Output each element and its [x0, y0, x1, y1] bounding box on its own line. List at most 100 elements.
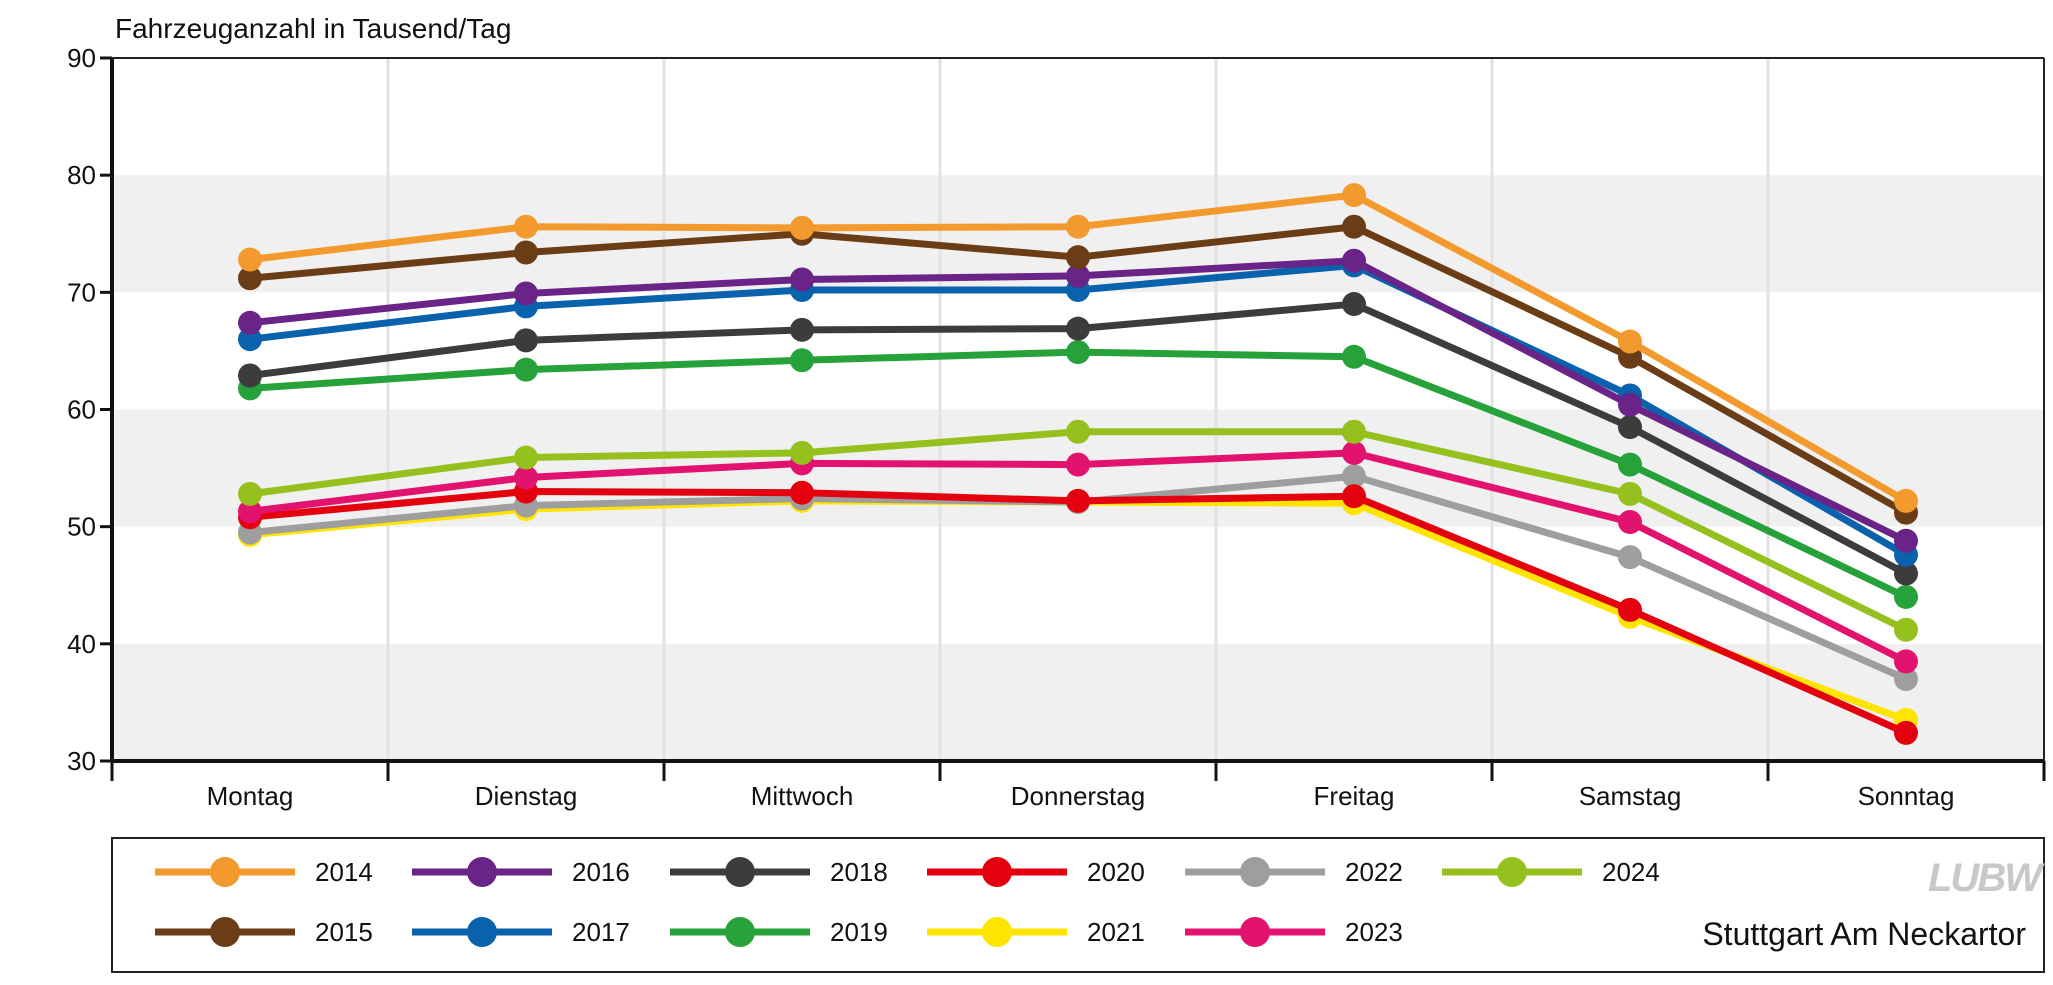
series-2020 — [238, 479, 1918, 745]
data-point-2016 — [790, 267, 814, 292]
legend-swatch-marker — [467, 857, 497, 887]
data-point-2020 — [790, 480, 814, 505]
legend-item-2021: 2021 — [927, 917, 1145, 947]
x-tick-label: Mittwoch — [751, 781, 854, 811]
data-point-2023 — [238, 499, 262, 524]
data-point-2015 — [1066, 245, 1090, 270]
series-2024 — [238, 419, 1918, 642]
data-point-2018 — [1066, 316, 1090, 341]
data-point-2014 — [790, 215, 814, 240]
data-point-2018 — [1342, 292, 1366, 317]
legend-item-2022: 2022 — [1185, 857, 1403, 887]
x-tick-label: Dienstag — [475, 781, 578, 811]
data-point-2024 — [790, 440, 814, 465]
grid-lines — [386, 58, 1770, 761]
legend-swatch-marker — [210, 857, 240, 887]
lubw-logo: LUBW — [1928, 856, 2045, 900]
data-point-2020 — [1894, 720, 1918, 745]
data-point-2022 — [1894, 666, 1918, 691]
legend-item-2017: 2017 — [412, 917, 630, 947]
series-2016 — [238, 248, 1918, 553]
y-tick-label: 60 — [67, 395, 96, 425]
legend: LUBW Stuttgart Am Neckartor 2014 2016 2018… — [111, 837, 2047, 973]
y-tick-label: 30 — [67, 746, 96, 776]
data-point-2018 — [1618, 415, 1642, 440]
data-point-2018 — [238, 363, 262, 388]
legend-label: 2023 — [1345, 917, 1403, 947]
legend-swatch-marker — [1497, 857, 1527, 887]
legend-swatch-marker — [982, 917, 1012, 947]
data-point-2019 — [1342, 344, 1366, 369]
x-tick-label: Freitag — [1314, 781, 1395, 811]
data-point-2016 — [514, 281, 538, 306]
legend-swatch-marker — [982, 857, 1012, 887]
data-point-2022 — [1618, 545, 1642, 570]
legend-label: 2024 — [1602, 857, 1660, 887]
legend-swatch-marker — [210, 917, 240, 947]
data-point-2014 — [1894, 488, 1918, 513]
band-0 — [112, 643, 2044, 761]
y-tick-label: 80 — [67, 160, 96, 190]
data-point-2018 — [1894, 561, 1918, 586]
legend-label: 2018 — [830, 857, 888, 887]
legend-label: 2015 — [315, 917, 373, 947]
x-tick-label: Donnerstag — [1011, 781, 1145, 811]
x-tick-label: Samstag — [1579, 781, 1682, 811]
band-5 — [112, 58, 2044, 176]
legend-swatch-marker — [725, 917, 755, 947]
legend-swatch-marker — [467, 917, 497, 947]
data-point-2024 — [238, 481, 262, 506]
data-point-2016 — [1894, 528, 1918, 553]
data-point-2022 — [1342, 464, 1366, 489]
data-point-2023 — [514, 465, 538, 490]
legend-item-2014: 2014 — [155, 857, 373, 887]
y-tick-label: 90 — [67, 43, 96, 73]
y-tick-label: 70 — [67, 277, 96, 307]
axes: 30 40 50 60 70 80 90 Montag Dienstag Mittwoch Donn… — [67, 43, 2046, 811]
data-point-2016 — [1342, 248, 1366, 273]
legend-label: 2022 — [1345, 857, 1403, 887]
data-point-2024 — [1066, 419, 1090, 444]
legend-item-2015: 2015 — [155, 917, 373, 947]
legend-label: 2016 — [572, 857, 630, 887]
data-point-2014 — [1618, 329, 1642, 354]
y-axis-label: Fahrzeuganzahl in Tausend/Tag — [115, 13, 511, 44]
band-1 — [112, 526, 2044, 644]
y-tick-label: 50 — [67, 512, 96, 542]
legend-item-2019: 2019 — [670, 917, 888, 947]
data-point-2014 — [238, 247, 262, 272]
data-point-2019 — [1066, 340, 1090, 365]
legend-item-2024: 2024 — [1442, 857, 1660, 887]
legend-label: 2021 — [1087, 917, 1145, 947]
data-point-2016 — [1618, 392, 1642, 417]
legend-label: 2017 — [572, 917, 630, 947]
data-point-2015 — [238, 266, 262, 291]
data-point-2023 — [1066, 452, 1090, 477]
legend-item-2020: 2020 — [927, 857, 1145, 887]
data-point-2018 — [514, 328, 538, 353]
data-point-2016 — [1066, 263, 1090, 288]
legend-item-2018: 2018 — [670, 857, 888, 887]
data-point-2020 — [1066, 488, 1090, 513]
data-point-2023 — [1894, 649, 1918, 674]
data-point-2017 — [238, 327, 262, 352]
x-tick-label: Sonntag — [1858, 781, 1955, 811]
legend-item-2016: 2016 — [412, 857, 630, 887]
legend-label: 2019 — [830, 917, 888, 947]
data-point-2024 — [1618, 481, 1642, 506]
data-point-2020 — [1342, 484, 1366, 509]
data-point-2018 — [790, 317, 814, 342]
series-group — [238, 183, 1918, 745]
data-point-2019 — [1894, 584, 1918, 609]
legend-swatch-marker — [1240, 917, 1270, 947]
data-point-2024 — [1894, 617, 1918, 642]
data-point-2015 — [514, 240, 538, 265]
x-tick-label: Montag — [207, 781, 294, 811]
y-tick-label: 40 — [67, 629, 96, 659]
data-point-2014 — [514, 214, 538, 239]
data-point-2019 — [1618, 452, 1642, 477]
legend-label: 2014 — [315, 857, 373, 887]
series-2018 — [238, 292, 1918, 586]
data-point-2019 — [790, 348, 814, 373]
